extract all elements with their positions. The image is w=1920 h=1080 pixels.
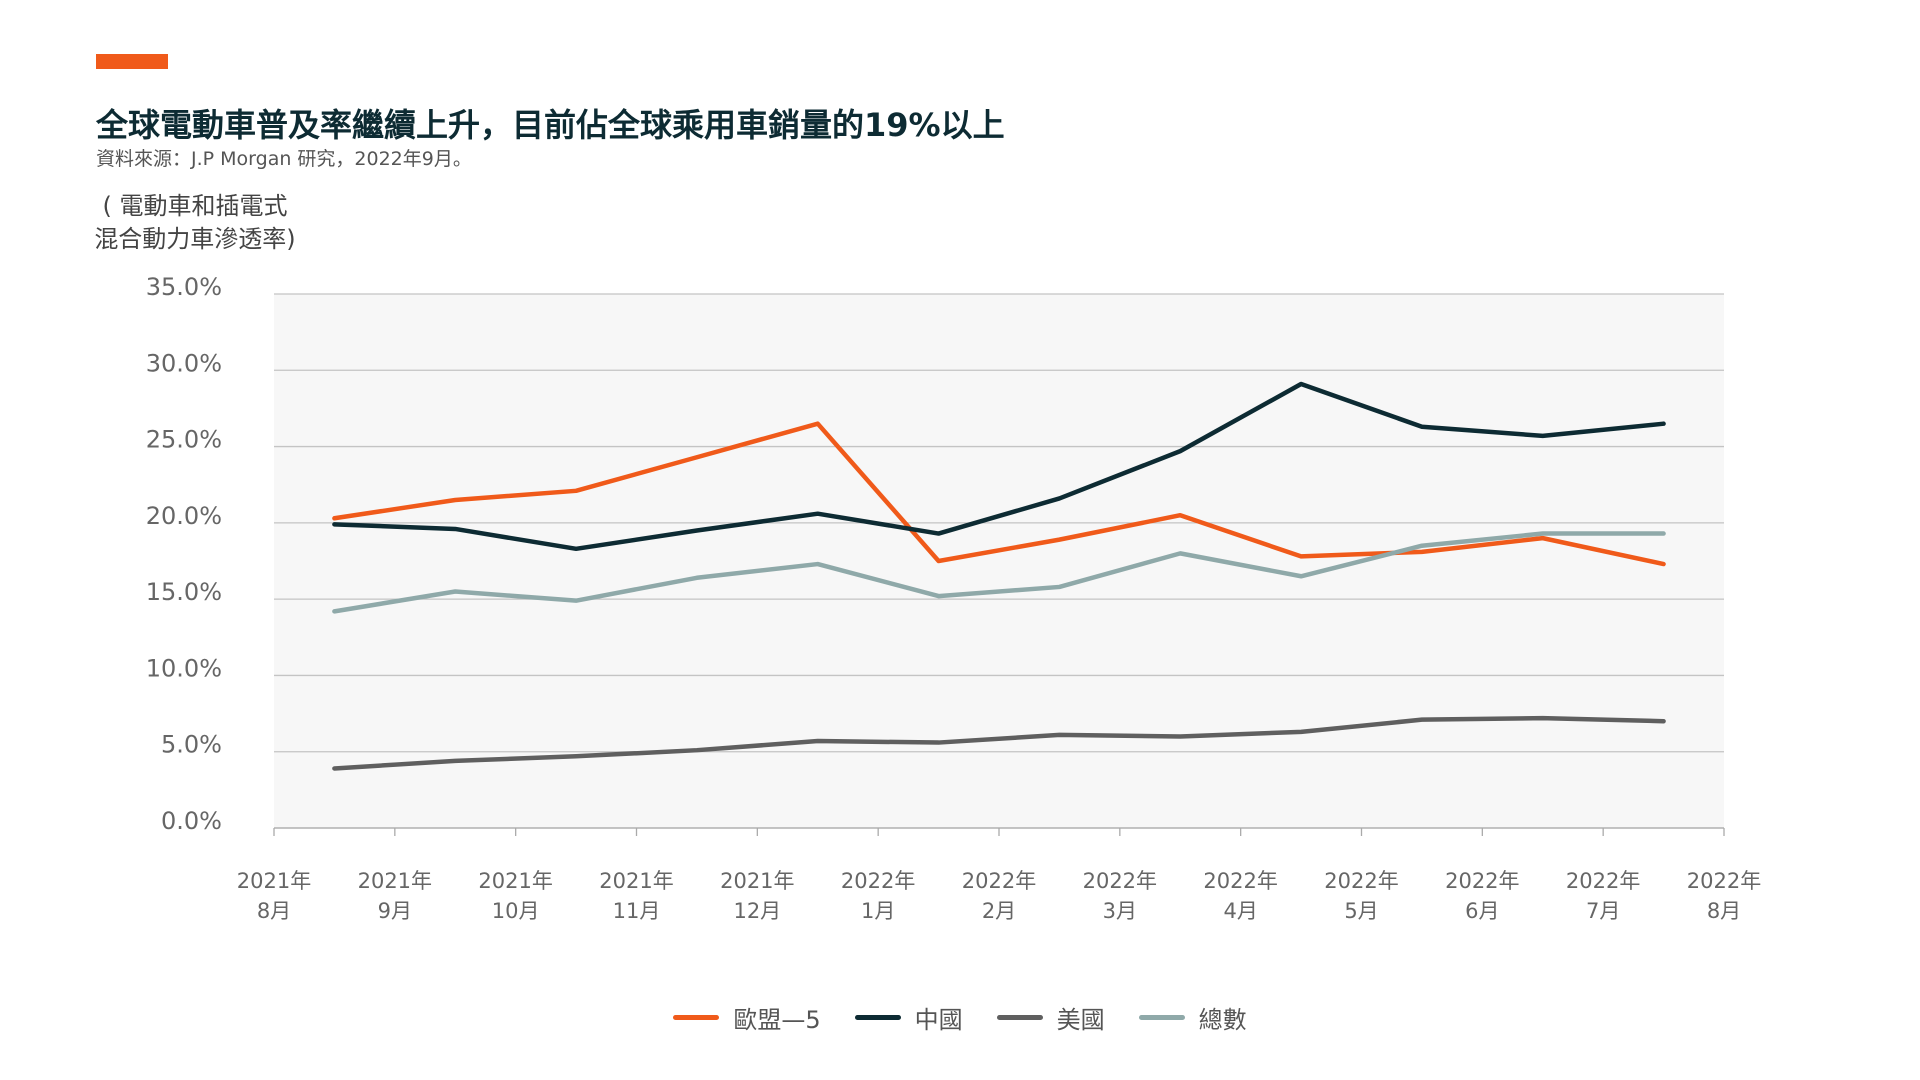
x-tick-label: 2021年 10月 <box>478 869 553 923</box>
x-tick-label: 2022年 8月 <box>1686 869 1762 923</box>
y-tick-label: 10.0% <box>146 654 222 682</box>
legend-swatch <box>854 1015 901 1020</box>
x-tick-label: 2022年 5月 <box>1324 869 1399 923</box>
x-tick-label: 2021年 11月 <box>599 869 674 923</box>
legend: 歐盟—5 中國 美國 總數 <box>0 1000 1920 1035</box>
x-tick-label: 2021年 8月 <box>236 869 312 923</box>
y-tick-label: 0.0% <box>161 807 222 835</box>
legend-item: 美國 <box>996 1000 1105 1035</box>
x-tick-label: 2022年 2月 <box>961 869 1037 923</box>
accent-bar <box>96 54 168 69</box>
legend-swatch <box>673 1015 720 1020</box>
legend-swatch <box>1138 1015 1185 1020</box>
legend-label: 總數 <box>1198 1006 1247 1034</box>
legend-item: 總數 <box>1138 1000 1247 1035</box>
x-tick-label: 2021年 12月 <box>720 869 795 923</box>
series-line <box>332 531 1666 614</box>
legend-label: 歐盟—5 <box>733 1006 821 1034</box>
x-tick-label: 2022年 1月 <box>840 869 916 923</box>
chart-title: 全球電動車普及率繼續上升，目前佔全球乘用車銷量的19%以上 <box>96 106 1005 144</box>
x-tick-label: 2022年 6月 <box>1445 869 1520 923</box>
y-tick-label: 25.0% <box>146 426 222 454</box>
y-tick-label: 35.0% <box>146 273 222 301</box>
legend-label: 中國 <box>914 1006 963 1034</box>
legend-item: 歐盟—5 <box>673 1000 821 1035</box>
x-tick-label: 2022年 4月 <box>1203 869 1278 923</box>
x-tick-label: 2022年 7月 <box>1565 869 1641 923</box>
x-tick-label: 2022年 3月 <box>1082 869 1158 923</box>
x-tick-label: 2021年 9月 <box>357 869 433 923</box>
y-tick-label: 30.0% <box>146 349 222 377</box>
chart-subtitle: 資料來源：J.P Morgan 研究，2022年9月。 <box>96 148 472 170</box>
y-tick-label: 20.0% <box>146 502 222 530</box>
series-line <box>332 381 1666 552</box>
series-line <box>332 421 1666 567</box>
y-tick-label: 5.0% <box>161 731 222 759</box>
series-line <box>332 715 1666 771</box>
legend-swatch <box>996 1015 1043 1020</box>
plot-area <box>274 294 1724 828</box>
legend-label: 美國 <box>1056 1006 1105 1034</box>
y-axis-label: ( 電動車和插電式 混合動力車滲透率) <box>94 192 296 253</box>
legend-item: 中國 <box>854 1000 963 1035</box>
y-tick-label: 15.0% <box>146 578 222 606</box>
